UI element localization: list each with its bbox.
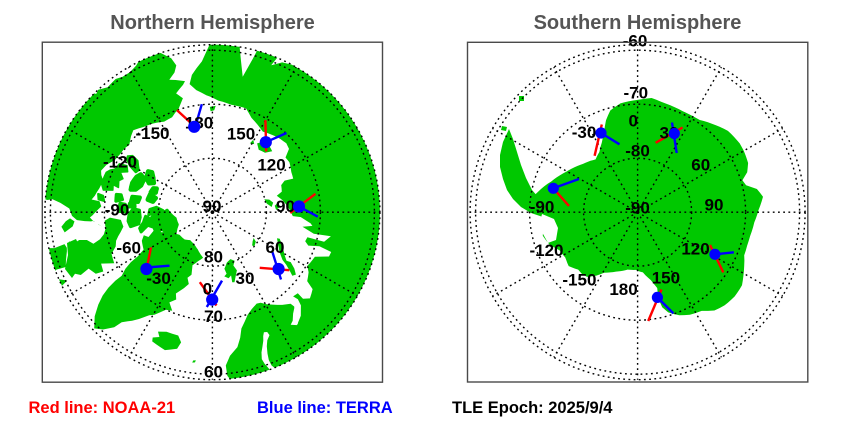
svg-text:90: 90 xyxy=(276,197,295,216)
svg-text:-150: -150 xyxy=(562,271,596,290)
svg-text:0: 0 xyxy=(628,112,637,131)
svg-text:60: 60 xyxy=(266,238,285,257)
svg-text:-60: -60 xyxy=(623,32,648,51)
svg-text:-30: -30 xyxy=(572,123,597,142)
svg-text:-30: -30 xyxy=(146,269,171,288)
svg-text:60: 60 xyxy=(204,363,223,382)
svg-text:80: 80 xyxy=(204,248,223,267)
svg-text:Red line: NOAA-21: Red line: NOAA-21 xyxy=(29,399,176,417)
svg-text:120: 120 xyxy=(257,155,285,174)
svg-text:180: 180 xyxy=(609,280,637,299)
svg-text:-90: -90 xyxy=(530,198,555,217)
svg-text:90: 90 xyxy=(705,196,724,215)
svg-text:150: 150 xyxy=(227,125,255,144)
svg-text:Blue line: TERRA: Blue line: TERRA xyxy=(257,399,393,417)
svg-text:0: 0 xyxy=(203,279,212,298)
svg-text:Northern Hemisphere: Northern Hemisphere xyxy=(110,12,315,34)
svg-text:-70: -70 xyxy=(624,83,649,102)
svg-text:70: 70 xyxy=(204,307,223,326)
svg-text:150: 150 xyxy=(652,269,680,288)
svg-text:-150: -150 xyxy=(135,124,169,143)
svg-text:-90: -90 xyxy=(105,201,130,220)
svg-text:90: 90 xyxy=(203,197,222,216)
svg-text:-90: -90 xyxy=(625,199,650,218)
svg-text:-60: -60 xyxy=(116,239,141,258)
svg-text:-120: -120 xyxy=(529,241,563,260)
svg-text:TLE Epoch: 2025/9/4: TLE Epoch: 2025/9/4 xyxy=(452,399,613,417)
svg-text:Southern Hemisphere: Southern Hemisphere xyxy=(534,12,742,34)
svg-text:30: 30 xyxy=(236,269,255,288)
svg-text:120: 120 xyxy=(681,240,709,259)
svg-text:-120: -120 xyxy=(103,153,137,172)
svg-text:60: 60 xyxy=(691,155,710,174)
svg-text:-80: -80 xyxy=(625,142,650,161)
